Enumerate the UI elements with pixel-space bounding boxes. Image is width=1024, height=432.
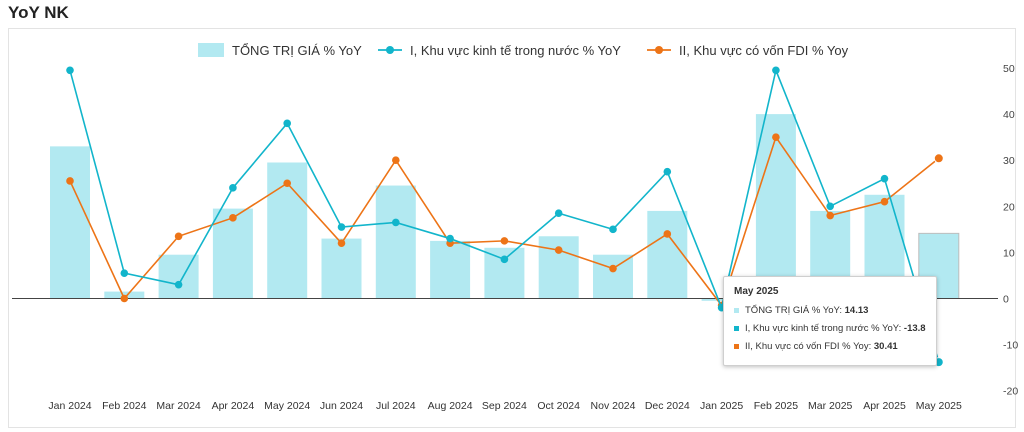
y-tick-label: 10 xyxy=(1003,247,1015,259)
bar-total xyxy=(321,238,362,299)
tooltip-marker-total xyxy=(734,307,739,313)
bar-total xyxy=(647,210,688,299)
point-fdi xyxy=(609,264,617,273)
tooltip-row-total: TỔNG TRỊ GIÁ % YoY: 14.13 xyxy=(734,305,926,316)
point-fdi xyxy=(826,211,834,220)
tooltip-title: May 2025 xyxy=(734,286,779,297)
point-fdi xyxy=(500,237,509,245)
point-domestic xyxy=(880,174,889,183)
y-tick-label: 20 xyxy=(1003,201,1015,213)
bar-total xyxy=(50,146,90,299)
x-tick-label: Aug 2024 xyxy=(428,400,473,412)
x-tick-label: Apr 2024 xyxy=(212,400,255,412)
tooltip-label-total: TỔNG TRỊ GIÁ % YoY: xyxy=(745,305,845,316)
point-domestic xyxy=(229,184,237,192)
point-domestic xyxy=(446,234,454,243)
point-fdi xyxy=(392,156,400,164)
x-tick-label: Jan 2024 xyxy=(48,400,91,412)
tooltip-value-total: 14.13 xyxy=(844,305,869,316)
point-fdi xyxy=(772,133,780,141)
point-fdi xyxy=(663,230,672,238)
point-fdi xyxy=(554,246,563,254)
tooltip-row-domestic: I, Khu vực kinh tế trong nước % YoY: -13… xyxy=(734,323,926,334)
x-tick-label: Oct 2024 xyxy=(537,400,580,412)
legend-label-total: TỔNG TRỊ GIÁ % YoY xyxy=(232,43,362,58)
x-tick-label: Mar 2025 xyxy=(808,400,853,412)
legend-swatch-total xyxy=(198,43,224,57)
x-tick-label: Jul 2024 xyxy=(376,400,416,412)
y-tick-label: 40 xyxy=(1003,109,1015,121)
y-tick-label: 0 xyxy=(1003,294,1009,306)
x-tick-label: Dec 2024 xyxy=(645,400,690,412)
point-domestic xyxy=(392,218,400,227)
x-tick-label: Nov 2024 xyxy=(591,400,636,412)
tooltip-marker-fdi xyxy=(734,343,739,349)
point-fdi xyxy=(880,197,889,206)
bar-total xyxy=(593,254,633,299)
point-domestic xyxy=(174,280,183,289)
x-tick-label: Jan 2025 xyxy=(700,400,743,412)
point-domestic xyxy=(826,202,834,211)
y-tick-label: 30 xyxy=(1003,155,1015,167)
tooltip-value-domestic: -13.8 xyxy=(903,323,926,334)
y-tick-label: 50 xyxy=(1003,63,1015,75)
point-domestic xyxy=(663,167,672,176)
point-domestic xyxy=(554,209,563,218)
bar-total xyxy=(701,298,742,301)
bar-total xyxy=(212,208,253,299)
point-fdi xyxy=(337,239,346,247)
point-fdi xyxy=(229,214,237,222)
y-tick-label: -20 xyxy=(1003,386,1018,398)
bar-total xyxy=(755,114,796,299)
tooltip-row-fdi: II, Khu vực có vốn FDI % Yoy: 30.41 xyxy=(734,341,926,352)
point-fdi xyxy=(283,179,292,188)
point-domestic xyxy=(283,119,292,128)
point-domestic xyxy=(609,225,617,234)
point-fdi xyxy=(120,294,129,303)
x-tick-label: Feb 2024 xyxy=(102,400,147,412)
x-tick-label: Mar 2024 xyxy=(156,400,201,412)
bar-total xyxy=(375,185,416,299)
point-domestic xyxy=(66,66,74,75)
point-fdi xyxy=(66,177,74,185)
x-tick-label: Feb 2025 xyxy=(754,400,799,412)
x-tick-label: May 2024 xyxy=(264,400,310,412)
x-tick-label: Sep 2024 xyxy=(482,400,527,412)
x-tick-label: Jun 2024 xyxy=(320,400,363,412)
legend-label-domestic: I, Khu vực kinh tế trong nước % YoY xyxy=(410,43,621,58)
tooltip-marker-domestic xyxy=(734,325,739,331)
legend-marker-domestic xyxy=(386,46,394,54)
legend-marker-fdi xyxy=(655,46,663,54)
point-domestic xyxy=(337,223,346,231)
bar-total xyxy=(484,247,525,299)
point-domestic xyxy=(500,255,509,264)
chart-tooltip: May 2025 TỔNG TRỊ GIÁ % YoY: 14.13 I, Kh… xyxy=(723,276,937,366)
point-fdi xyxy=(174,232,183,241)
chart-frame xyxy=(8,28,1016,428)
bar-total xyxy=(430,240,471,299)
bar-total xyxy=(538,236,579,299)
point-fdi xyxy=(933,153,944,164)
x-tick-label: Apr 2025 xyxy=(863,400,906,412)
tooltip-label-fdi: II, Khu vực có vốn FDI % Yoy: xyxy=(745,341,874,352)
tooltip-value-fdi: 30.41 xyxy=(873,341,898,352)
legend-label-fdi: II, Khu vực có vốn FDI % Yoy xyxy=(679,43,849,58)
x-tick-label: May 2025 xyxy=(916,400,962,412)
point-domestic xyxy=(772,66,780,75)
y-tick-label: -10 xyxy=(1003,340,1018,352)
tooltip-label-domestic: I, Khu vực kinh tế trong nước % YoY: xyxy=(745,323,904,334)
page-title: YoY NK xyxy=(8,3,69,22)
point-domestic xyxy=(120,269,129,277)
